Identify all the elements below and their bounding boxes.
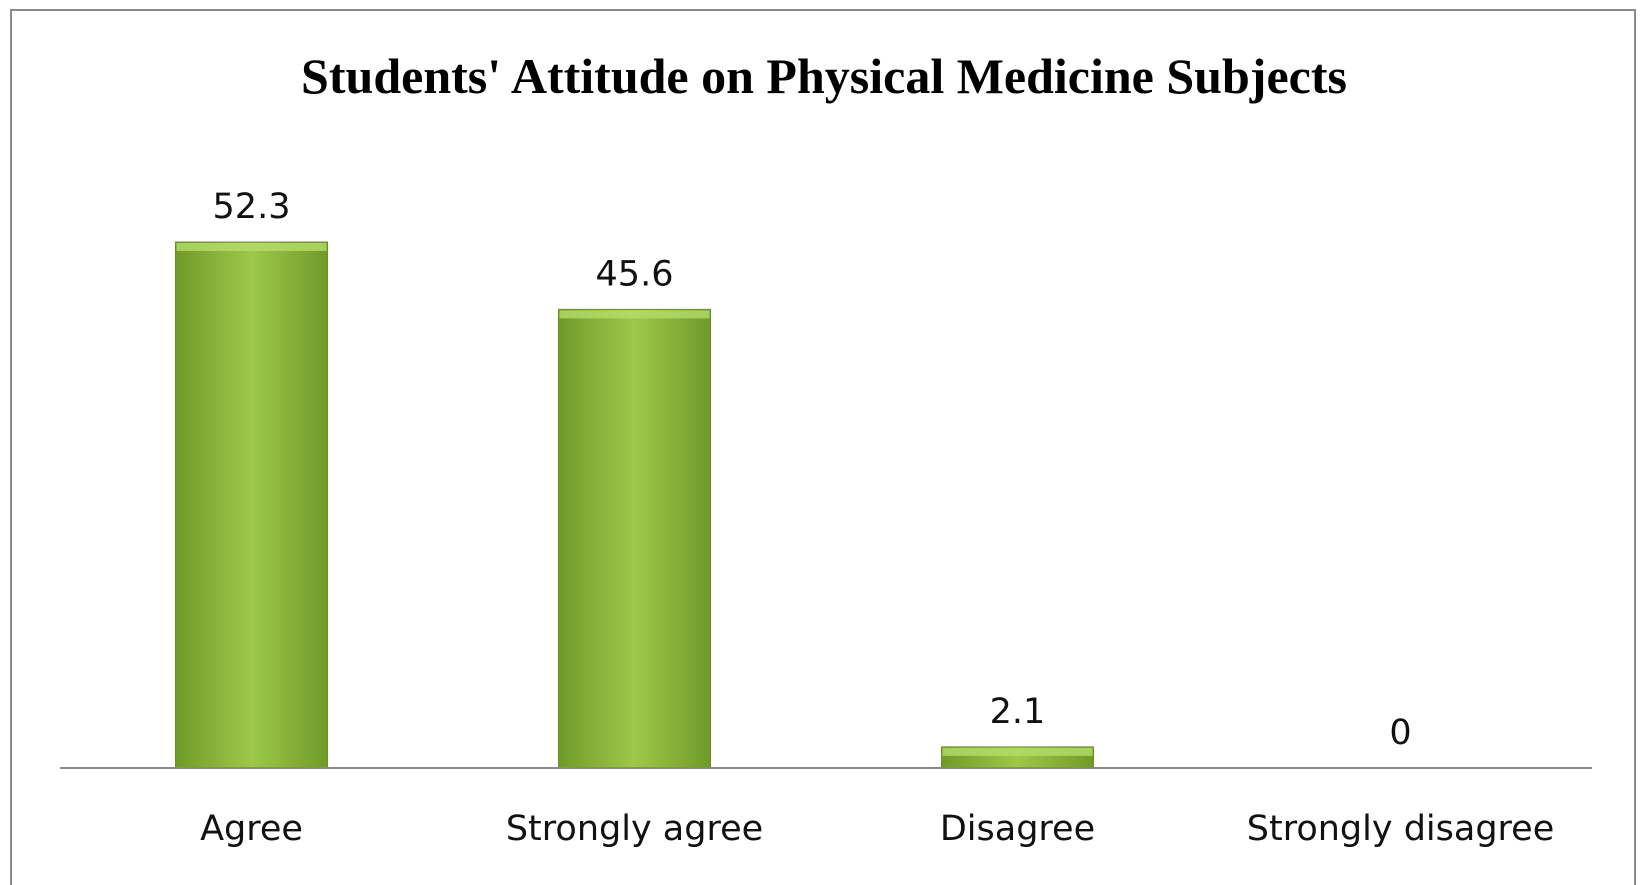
bar-bevel <box>942 747 1093 756</box>
data-label: 2.1 <box>990 692 1046 732</box>
data-label: 0 <box>1389 713 1411 753</box>
bar-bevel <box>176 243 327 251</box>
x-tick-label: Strongly disagree <box>1247 809 1554 849</box>
x-tick-label: Agree <box>200 809 303 849</box>
data-label: 52.3 <box>213 187 291 227</box>
bar <box>175 241 328 769</box>
x-tick-label: Strongly agree <box>506 809 763 849</box>
data-label: 45.6 <box>596 254 674 294</box>
bar-bevel <box>559 310 710 319</box>
x-tick-label: Disagree <box>940 809 1095 849</box>
chart-title: Students' Attitude on Physical Medicine … <box>301 48 1347 104</box>
bar <box>558 308 711 769</box>
